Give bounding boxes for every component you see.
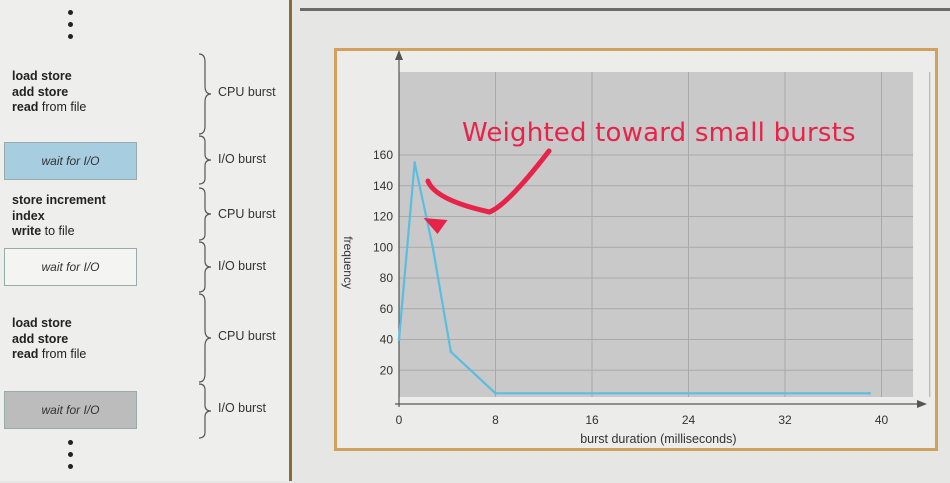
annotation-text: Weighted toward small bursts [462, 118, 856, 148]
cpu-burst-label-1: CPU burst [218, 85, 276, 99]
io-burst-label-3: I/O burst [218, 401, 266, 415]
data-point [397, 338, 401, 341]
data-point [413, 161, 417, 165]
cpu-code-block-3: load store add store read from file [12, 316, 87, 361]
wait-io-box-1: wait for I/O [4, 142, 137, 180]
x-tick-label: 40 [875, 413, 889, 427]
annotation-arrow-head [423, 218, 448, 235]
y-tick-label: 100 [373, 240, 393, 254]
cpu-burst-label-2: CPU burst [218, 207, 276, 221]
x-tick-label: 16 [585, 413, 599, 427]
y-tick-label: 20 [380, 363, 394, 377]
ellipsis-top [64, 10, 76, 46]
brace-io-2 [198, 241, 212, 293]
brace-io-1 [198, 135, 212, 185]
data-point [494, 391, 497, 395]
y-tick-label: 160 [373, 148, 393, 162]
y-tick-label: 40 [380, 333, 394, 347]
top-divider-bar [300, 8, 950, 11]
cpu-code-block-2: store increment index write to file [12, 193, 106, 238]
cpu-io-burst-panel: load store add store read from file wait… [0, 0, 292, 481]
y-tick-label: 140 [373, 179, 393, 193]
brace-cpu-1 [198, 53, 212, 135]
cpu-code-block-1: load store add store read from file [12, 69, 87, 114]
ellipsis-bottom [64, 440, 76, 476]
cpu-burst-label-3: CPU burst [218, 329, 276, 343]
plot-background [399, 72, 913, 397]
brace-io-3 [198, 383, 212, 439]
y-axis-label: frequency [341, 236, 355, 289]
y-tick-label: 80 [380, 271, 394, 285]
x-tick-label: 32 [778, 413, 792, 427]
data-point [868, 391, 871, 395]
y-tick-label: 60 [380, 302, 394, 316]
y-tick-label: 120 [373, 210, 393, 224]
wait-io-box-3: wait for I/O [4, 391, 137, 429]
y-axis-arrow [395, 50, 403, 60]
x-axis-arrow [917, 400, 927, 408]
wait-io-box-2: wait for I/O [4, 248, 137, 286]
x-tick-label: 24 [682, 413, 696, 427]
x-tick-label: 8 [492, 413, 499, 427]
brace-cpu-3 [198, 293, 212, 383]
data-point [431, 245, 435, 249]
x-tick-label: 0 [396, 413, 403, 427]
io-burst-label-1: I/O burst [218, 152, 266, 166]
series-line [397, 161, 870, 395]
annotation-arrow-curve [425, 148, 552, 215]
x-axis-label: burst duration (milliseconds) [580, 432, 736, 446]
io-burst-label-2: I/O burst [218, 259, 266, 273]
brace-cpu-2 [198, 187, 212, 241]
data-point [449, 350, 453, 354]
